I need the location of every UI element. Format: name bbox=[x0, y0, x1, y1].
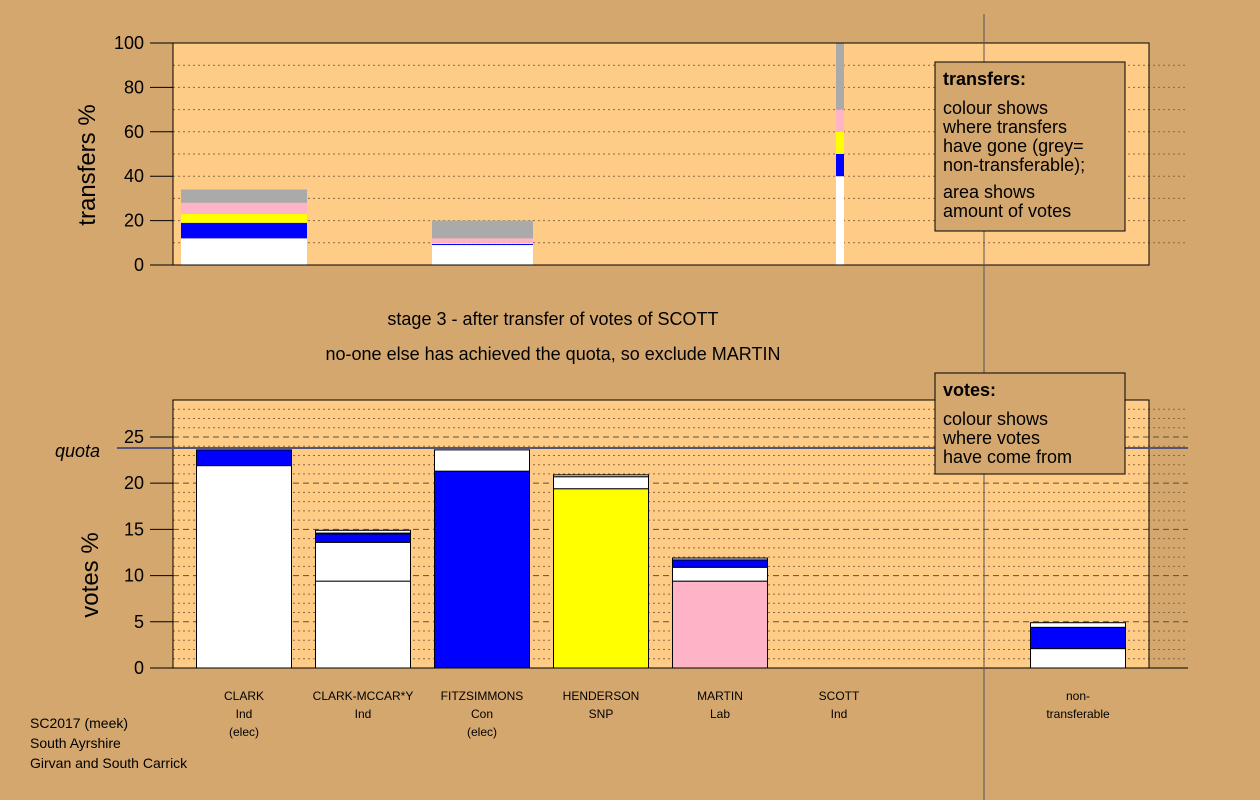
transfers-tick-label: 60 bbox=[124, 122, 144, 142]
vote-segment-white bbox=[1030, 648, 1126, 669]
transfers-legend-title: transfers: bbox=[943, 69, 1026, 89]
transfers-legend-line: amount of votes bbox=[943, 201, 1071, 221]
vote-segment-white bbox=[315, 541, 411, 582]
candidate-label-line: CLARK bbox=[224, 689, 264, 703]
candidate-label-line: Lab bbox=[710, 707, 730, 721]
votes-tick-label: 5 bbox=[134, 612, 144, 632]
transfers-legend-line: where transfers bbox=[942, 117, 1067, 137]
votes-legend-line: have come from bbox=[943, 447, 1072, 467]
vote-segment-white bbox=[553, 476, 649, 490]
transfer-segment-pink bbox=[836, 109, 844, 132]
transfer-segment-yellow bbox=[432, 242, 533, 244]
votes-bars bbox=[196, 449, 1126, 669]
candidate-label-line: HENDERSON bbox=[563, 689, 640, 703]
stage-title: stage 3 - after transfer of votes of SCO… bbox=[387, 309, 718, 329]
candidate-label-line: non- bbox=[1066, 689, 1090, 703]
transfer-segment-grey bbox=[836, 43, 844, 110]
transfers-legend-box bbox=[934, 61, 1126, 232]
candidate-label-line: (elec) bbox=[467, 725, 497, 739]
vote-segment-pink bbox=[672, 580, 768, 669]
transfers-y-axis-label: transfers % bbox=[74, 104, 101, 225]
votes-legend-title: votes: bbox=[943, 380, 996, 400]
footer-council: South Ayrshire bbox=[30, 735, 121, 751]
quota-label: quota bbox=[55, 441, 100, 461]
candidate-label-line: MARTIN bbox=[697, 689, 743, 703]
candidate-label-line: transferable bbox=[1046, 707, 1110, 721]
votes-y-ticks: 0 5 10 15 20 25 bbox=[124, 427, 173, 678]
votes-tick-label: 20 bbox=[124, 473, 144, 493]
transfer-segment-yellow bbox=[836, 131, 844, 154]
transfer-segment-blue bbox=[181, 222, 307, 239]
vote-segment-blue bbox=[1030, 626, 1126, 650]
vote-segment-white bbox=[672, 566, 768, 582]
vote-segment-white bbox=[434, 449, 530, 472]
transfers-legend-line: have gone (grey= bbox=[943, 136, 1084, 156]
transfers-legend-line: non-transferable); bbox=[943, 155, 1085, 175]
transfer-segment-white bbox=[432, 245, 533, 265]
transfer-segment-blue bbox=[432, 243, 533, 246]
votes-tick-label: 10 bbox=[124, 566, 144, 586]
candidate-label-line: Ind bbox=[831, 707, 848, 721]
transfer-segment-grey bbox=[432, 220, 533, 239]
votes-legend: votes: colour shows where votes have com… bbox=[934, 372, 1126, 475]
transfer-segment-pink bbox=[181, 202, 307, 214]
transfer-segment-yellow bbox=[181, 213, 307, 223]
candidate-label-line: CLARK-MCCAR*Y bbox=[313, 689, 414, 703]
candidate-label-line: (elec) bbox=[229, 725, 259, 739]
candidate-label-line: Ind bbox=[355, 707, 372, 721]
transfer-segment-pink bbox=[432, 238, 533, 243]
transfers-y-ticks: 0 20 40 60 80 100 bbox=[114, 33, 173, 275]
transfers-tick-label: 100 bbox=[114, 33, 144, 53]
transfers-legend-line: colour shows bbox=[943, 98, 1048, 118]
transfer-segment-white bbox=[181, 238, 307, 265]
candidate-label-line: SNP bbox=[589, 707, 614, 721]
transfers-tick-label: 80 bbox=[124, 77, 144, 97]
vote-segment-blue bbox=[196, 449, 292, 467]
transfers-tick-label: 20 bbox=[124, 211, 144, 231]
votes-legend-line: where votes bbox=[942, 428, 1040, 448]
transfers-legend: transfers: colour shows where transfers … bbox=[934, 61, 1126, 232]
transfers-tick-label: 0 bbox=[134, 255, 144, 275]
vote-segment-blue bbox=[434, 470, 530, 669]
votes-tick-label: 25 bbox=[124, 427, 144, 447]
votes-legend-line: colour shows bbox=[943, 409, 1048, 429]
transfers-tick-label: 40 bbox=[124, 166, 144, 186]
votes-y-axis-label: votes % bbox=[77, 532, 104, 617]
vote-segment-blue bbox=[672, 559, 768, 568]
vote-segment-white bbox=[315, 580, 411, 669]
transfer-segment-white bbox=[836, 176, 844, 265]
stage-subtitle: no-one else has achieved the quota, so e… bbox=[326, 344, 781, 364]
footer-ward: Girvan and South Carrick bbox=[30, 755, 188, 771]
vote-segment-white bbox=[1030, 622, 1126, 628]
transfer-segment-grey bbox=[181, 189, 307, 203]
vote-segment-white bbox=[196, 465, 292, 669]
vote-segment-white bbox=[672, 557, 768, 561]
votes-legend-box bbox=[934, 372, 1126, 475]
transfers-legend-line: area shows bbox=[943, 182, 1035, 202]
vote-segment-yellow bbox=[553, 488, 649, 669]
footer-election: SC2017 (meek) bbox=[30, 715, 128, 731]
candidate-label-line: Con bbox=[471, 707, 493, 721]
vote-segment-white bbox=[315, 529, 411, 534]
candidate-labels: CLARK Ind (elec) CLARK-MCCAR*Y Ind FITZSIMMON… bbox=[224, 689, 1110, 739]
vote-segment-blue bbox=[315, 533, 411, 543]
votes-tick-label: 0 bbox=[134, 658, 144, 678]
transfer-segment-blue bbox=[836, 154, 844, 177]
candidate-label-line: FITZSIMMONS bbox=[441, 689, 524, 703]
votes-tick-label: 15 bbox=[124, 519, 144, 539]
candidate-label-line: Ind bbox=[236, 707, 253, 721]
transfers-plot-frame bbox=[172, 42, 1150, 266]
candidate-label-line: SCOTT bbox=[819, 689, 860, 703]
transfers-bars bbox=[181, 43, 844, 265]
vote-segment-white bbox=[553, 474, 649, 478]
